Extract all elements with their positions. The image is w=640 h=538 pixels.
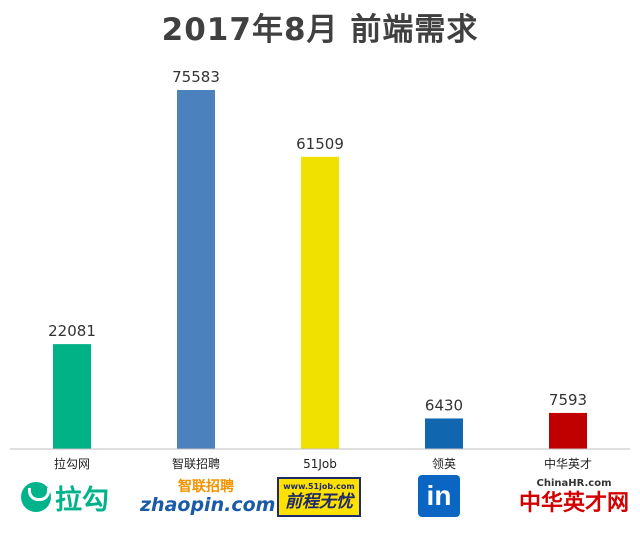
linkedin-logo: in xyxy=(418,475,460,517)
lagou-logo-text: 拉勾 xyxy=(55,484,109,516)
bar-3 xyxy=(425,418,463,449)
chinahr-logo-cn: 中华英才网 xyxy=(518,491,629,516)
x-tick-label-4: 中华英才 xyxy=(544,456,592,471)
x-tick-label-1: 智联招聘 xyxy=(172,456,220,471)
zhaopin-logo: 智联招聘 zhaopin.com xyxy=(140,474,275,520)
chart-title: 2017年8月 前端需求 xyxy=(161,12,479,48)
value-label-4: 7593 xyxy=(549,391,587,409)
51job-logo-cn: 前程无忧 xyxy=(285,492,353,512)
51job-logo: www.51job.com 前程无忧 xyxy=(277,477,361,517)
bar-4 xyxy=(549,412,587,449)
chinahr-logo-en: ChinaHR.com xyxy=(536,478,612,489)
x-tick-label-0: 拉勾网 xyxy=(54,456,90,471)
value-label-0: 22081 xyxy=(48,322,96,340)
bar-2 xyxy=(301,156,339,449)
value-label-3: 6430 xyxy=(425,396,463,414)
value-label-2: 61509 xyxy=(296,135,344,153)
bar-1 xyxy=(177,89,215,450)
51job-logo-url: www.51job.com xyxy=(283,482,355,491)
bar-0 xyxy=(53,344,91,449)
zhaopin-logo-en: zhaopin.com xyxy=(140,494,276,516)
lagou-logo: 拉勾 xyxy=(10,474,120,520)
lagou-mark-icon xyxy=(21,482,51,512)
x-tick-label-2: 51Job xyxy=(303,457,337,471)
zhaopin-logo-cn: 智联招聘 xyxy=(178,479,234,495)
value-label-1: 75583 xyxy=(172,68,220,86)
x-tick-label-3: 领英 xyxy=(432,457,456,471)
chinahr-logo: ChinaHR.com 中华英才网 xyxy=(514,474,634,520)
